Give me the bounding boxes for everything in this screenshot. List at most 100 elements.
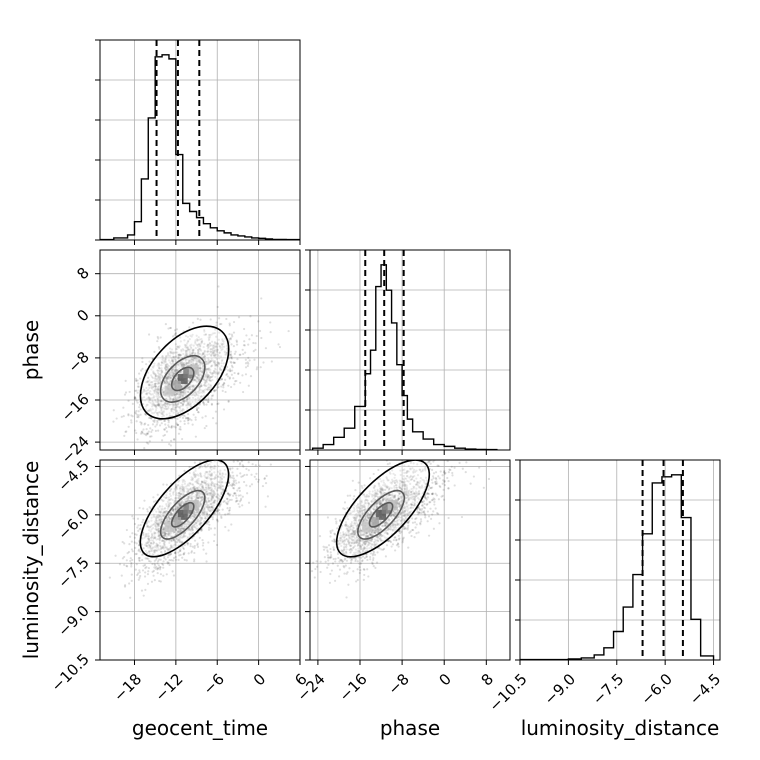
sample-point — [162, 434, 165, 437]
sample-point — [168, 372, 171, 375]
sample-point — [212, 389, 216, 392]
scatter-panel-geocent_time-phase: −24−16−808 — [58, 249, 301, 467]
sample-point — [125, 528, 128, 532]
sample-point — [182, 349, 185, 352]
sample-point — [152, 496, 155, 499]
sample-point — [236, 489, 239, 492]
sample-point — [149, 409, 153, 412]
sample-point — [218, 323, 222, 326]
sample-point — [160, 367, 163, 370]
sample-point — [157, 385, 160, 389]
sample-point — [197, 374, 201, 377]
sample-point — [203, 379, 206, 382]
sample-point — [158, 375, 162, 378]
sample-point — [244, 428, 246, 430]
sample-point — [130, 561, 133, 565]
sample-point — [211, 372, 214, 375]
sample-point — [157, 346, 161, 349]
sample-point — [160, 370, 163, 373]
sample-point — [209, 384, 212, 387]
sample-point — [165, 366, 169, 369]
sample-point — [176, 351, 179, 354]
sample-point — [153, 379, 156, 383]
sample-point — [165, 408, 168, 411]
sample-point — [171, 403, 174, 406]
y-tick-label: −8 — [64, 348, 92, 376]
sample-point — [174, 390, 177, 394]
sample-point — [205, 371, 208, 374]
sample-point — [163, 407, 166, 410]
sample-point — [151, 387, 154, 390]
sample-point — [199, 385, 202, 388]
sample-point — [151, 411, 154, 415]
sample-point — [147, 383, 150, 386]
sample-point — [200, 389, 203, 392]
sample-point — [194, 362, 197, 365]
sample-point — [214, 364, 217, 368]
sample-point — [188, 380, 191, 383]
sample-point — [229, 370, 232, 373]
sample-point — [108, 576, 111, 579]
sample-point — [231, 471, 234, 474]
sample-point — [162, 359, 165, 363]
sample-point — [131, 415, 134, 418]
sample-point — [203, 456, 205, 458]
sample-point — [184, 389, 187, 392]
sample-point — [213, 341, 216, 344]
sample-point — [197, 411, 200, 414]
sample-point — [162, 392, 166, 395]
sample-point — [142, 507, 145, 510]
sample-point — [189, 334, 192, 337]
sample-point — [170, 439, 173, 442]
sample-point — [172, 556, 176, 560]
sample-point — [207, 375, 210, 378]
sample-point — [168, 377, 171, 380]
sample-point — [176, 405, 179, 408]
sample-point — [362, 578, 365, 581]
sample-point — [188, 348, 191, 351]
sample-point — [147, 396, 150, 399]
sample-point — [181, 391, 184, 394]
sample-point — [168, 563, 171, 567]
sample-point — [229, 484, 232, 487]
sample-point — [217, 353, 220, 356]
sample-point — [156, 403, 159, 406]
sample-point — [143, 432, 146, 436]
sample-point — [162, 391, 165, 394]
sample-point — [195, 376, 199, 380]
sample-point — [188, 387, 192, 391]
sample-point — [198, 376, 201, 379]
sample-point — [386, 462, 389, 466]
sample-point — [162, 403, 165, 407]
sample-point — [205, 380, 208, 384]
sample-point — [215, 422, 218, 425]
sample-point — [204, 388, 207, 391]
sample-point — [148, 409, 151, 412]
sample-point — [205, 367, 208, 370]
sample-point — [242, 352, 245, 356]
sample-point — [154, 382, 157, 385]
sample-point — [160, 399, 163, 403]
sample-point — [170, 356, 173, 359]
sample-point — [154, 388, 157, 391]
sample-point — [164, 368, 168, 372]
sample-point — [170, 359, 173, 363]
sample-point — [210, 340, 214, 343]
sample-point — [136, 438, 139, 441]
sample-point — [167, 395, 171, 398]
sample-point — [162, 411, 165, 414]
sample-point — [178, 427, 181, 431]
sample-point — [231, 366, 234, 369]
sample-point — [149, 397, 152, 400]
sample-point — [202, 548, 205, 551]
sample-point — [172, 355, 175, 358]
sample-point — [174, 331, 177, 335]
sample-point — [133, 395, 137, 399]
sample-point — [177, 403, 180, 406]
sample-point — [204, 375, 207, 378]
sample-point — [169, 326, 173, 330]
sample-point — [169, 361, 172, 364]
sample-point — [214, 353, 217, 357]
sample-point — [198, 343, 201, 347]
sample-point — [264, 482, 268, 485]
